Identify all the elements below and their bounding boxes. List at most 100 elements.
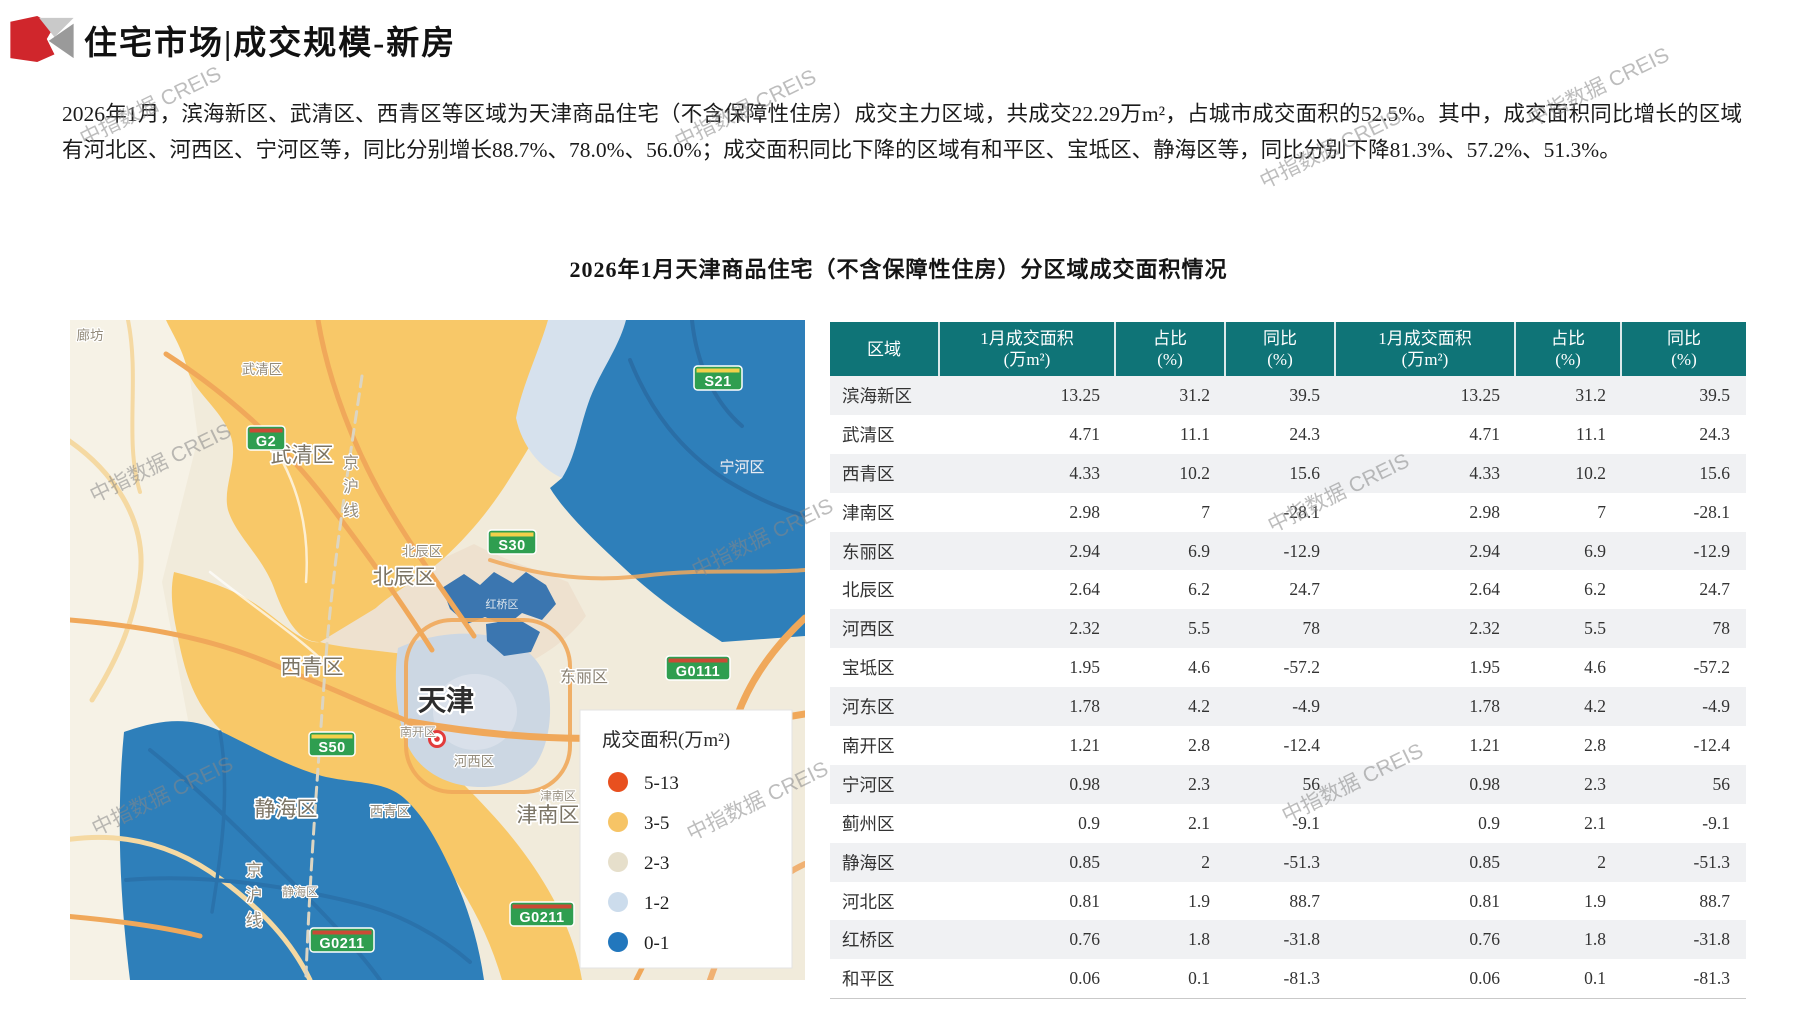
legend-swatch bbox=[608, 932, 628, 952]
value-cell: -81.3 bbox=[1693, 968, 1730, 989]
map-district-label: 西青区 bbox=[281, 656, 344, 679]
value-cell: -51.3 bbox=[1283, 851, 1320, 872]
value-cell: 78 bbox=[1302, 618, 1321, 639]
map-district-label: 西青区 bbox=[370, 804, 411, 819]
legend-swatch bbox=[608, 812, 628, 832]
district-name-cell: 津南区 bbox=[842, 502, 895, 523]
value-cell: 24.3 bbox=[1289, 423, 1320, 444]
value-cell: 10.2 bbox=[1575, 462, 1606, 483]
table-row: 西青区 4.33 10.2 15.6 4.33 10.2 15.6 bbox=[830, 453, 1746, 493]
legend-item-label: 3-5 bbox=[644, 813, 669, 834]
district-name-cell: 东丽区 bbox=[842, 541, 895, 562]
value-cell: 7 bbox=[1201, 501, 1210, 522]
value-cell: -57.2 bbox=[1283, 657, 1320, 678]
value-cell: 2.1 bbox=[1584, 812, 1606, 833]
value-cell: 15.6 bbox=[1289, 462, 1320, 483]
map-region-hongqiao-cluster bbox=[442, 572, 556, 626]
map-roads bbox=[70, 320, 805, 980]
table-header-cell: 1月成交面积 (万m²) bbox=[1336, 322, 1516, 376]
svg-text:G0111: G0111 bbox=[676, 664, 720, 680]
map-district-label: 南开区 bbox=[400, 724, 436, 739]
value-cell: 39.5 bbox=[1289, 384, 1320, 405]
value-cell: 2.3 bbox=[1584, 773, 1606, 794]
page-title: 住宅市场|成交规模-新房 bbox=[84, 26, 457, 62]
value-cell: 4.2 bbox=[1584, 696, 1606, 717]
table-header-cell: 占比 (%) bbox=[1516, 322, 1622, 376]
table-row: 和平区 0.06 0.1 -81.3 0.06 0.1 -81.3 bbox=[830, 959, 1746, 998]
table-row: 河东区 1.78 4.2 -4.9 1.78 4.2 -4.9 bbox=[830, 687, 1746, 727]
district-name-cell: 和平区 bbox=[842, 969, 895, 990]
value-cell: 31.2 bbox=[1179, 384, 1210, 405]
map-district-labels: 廊坊武清区武清区宁河区北辰区北辰区东丽区西青区红桥区南开区河西区津南区津南区西青… bbox=[75, 326, 765, 932]
railway-label: 京沪线 bbox=[246, 861, 263, 930]
district-name-cell: 河西区 bbox=[842, 619, 895, 640]
value-cell: 1.95 bbox=[1069, 657, 1100, 678]
value-cell: 2.1 bbox=[1188, 812, 1210, 833]
value-cell: 0.81 bbox=[1469, 890, 1500, 911]
section-title: 2026年1月天津商品住宅（不含保障性住房）分区域成交面积情况 bbox=[569, 257, 1228, 282]
value-cell: 2.3 bbox=[1188, 773, 1210, 794]
table-row: 滨海新区 13.25 31.2 39.5 13.25 31.2 39.5 bbox=[830, 376, 1746, 415]
svg-text:S50: S50 bbox=[318, 740, 345, 756]
value-cell: 1.21 bbox=[1069, 734, 1100, 755]
value-cell: 0.9 bbox=[1078, 812, 1100, 833]
value-cell: 4.6 bbox=[1188, 657, 1210, 678]
value-cell: 1.95 bbox=[1469, 657, 1500, 678]
legend-title: 成交面积(万m²) bbox=[602, 729, 730, 751]
district-name-cell: 滨海新区 bbox=[842, 385, 912, 406]
value-cell: 13.25 bbox=[1460, 384, 1500, 405]
value-cell: -31.8 bbox=[1283, 929, 1320, 950]
district-name-cell: 蓟州区 bbox=[842, 813, 895, 834]
value-cell: 0.76 bbox=[1469, 929, 1500, 950]
value-cell: 2.64 bbox=[1069, 579, 1100, 600]
tianjin-choropleth-map: 廊坊 武清区 武清区 宁河区 北辰区 北辰区 东丽区 西青区 红桥区 南开区 河西区 津南区 津南区 西青… bbox=[70, 320, 805, 980]
map-canvas: 廊坊武清区武清区宁河区北辰区北辰区东丽区西青区红桥区南开区河西区津南区津南区西青… bbox=[70, 320, 805, 980]
table-row: 静海区 0.85 2 -51.3 0.85 2 -51.3 bbox=[830, 842, 1746, 882]
road-badge: G0211 bbox=[509, 901, 575, 927]
value-cell: 11.1 bbox=[1180, 423, 1210, 444]
value-cell: -28.1 bbox=[1283, 501, 1320, 522]
district-name-cell: 南开区 bbox=[842, 735, 895, 756]
value-cell: 24.3 bbox=[1699, 423, 1730, 444]
value-cell: 2.94 bbox=[1469, 540, 1500, 561]
road-badge: G0111 bbox=[665, 655, 731, 681]
value-cell: 0.85 bbox=[1469, 851, 1500, 872]
map-region-light-blue bbox=[516, 320, 626, 478]
district-name-cell: 武清区 bbox=[842, 424, 895, 445]
value-cell: 6.9 bbox=[1584, 540, 1606, 561]
svg-text:S21: S21 bbox=[704, 374, 731, 390]
value-cell: 1.9 bbox=[1188, 890, 1210, 911]
road-badge: S21 bbox=[693, 365, 743, 391]
value-cell: 0.9 bbox=[1478, 812, 1500, 833]
value-cell: 0.1 bbox=[1188, 968, 1210, 989]
table-row: 北辰区 2.64 6.2 24.7 2.64 6.2 24.7 bbox=[830, 570, 1746, 609]
value-cell: 2.32 bbox=[1069, 618, 1100, 639]
value-cell: -9.1 bbox=[1702, 812, 1730, 833]
value-cell: 39.5 bbox=[1699, 384, 1730, 405]
legend-item-label: 0-1 bbox=[644, 933, 669, 954]
value-cell: 0.98 bbox=[1469, 773, 1500, 794]
map-district-label: 红桥区 bbox=[486, 598, 519, 611]
value-cell: 4.33 bbox=[1469, 462, 1500, 483]
value-cell: 4.6 bbox=[1584, 657, 1606, 678]
legend-item-label: 5-13 bbox=[644, 773, 679, 794]
value-cell: 1.78 bbox=[1469, 696, 1500, 717]
value-cell: 2 bbox=[1201, 851, 1210, 872]
value-cell: 1.8 bbox=[1188, 929, 1210, 950]
map-legend: 成交面积(万m²) 5-13 3-5 2-3 1-2 0-1 bbox=[579, 709, 793, 969]
legend-item-label: 2-3 bbox=[644, 853, 669, 874]
svg-text:S30: S30 bbox=[498, 538, 525, 554]
value-cell: 5.5 bbox=[1584, 618, 1606, 639]
legend-item-label: 1-2 bbox=[644, 893, 669, 914]
value-cell: -12.9 bbox=[1283, 540, 1320, 561]
value-cell: -28.1 bbox=[1693, 501, 1730, 522]
value-cell: 1.8 bbox=[1584, 929, 1606, 950]
district-name-cell: 宝坻区 bbox=[842, 658, 895, 679]
value-cell: 78 bbox=[1712, 618, 1731, 639]
map-region-wuqing bbox=[166, 320, 560, 643]
value-cell: 2.98 bbox=[1469, 501, 1500, 522]
table-header-cell: 区域 bbox=[830, 322, 940, 376]
table-row: 武清区 4.71 11.1 24.3 4.71 11.1 24.3 bbox=[830, 415, 1746, 454]
value-cell: -12.4 bbox=[1693, 734, 1730, 755]
map-region-xiqing bbox=[171, 572, 457, 859]
